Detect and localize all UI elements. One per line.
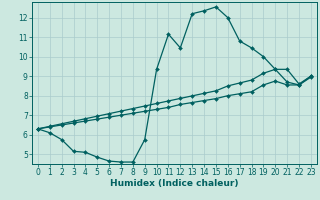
- X-axis label: Humidex (Indice chaleur): Humidex (Indice chaleur): [110, 179, 239, 188]
